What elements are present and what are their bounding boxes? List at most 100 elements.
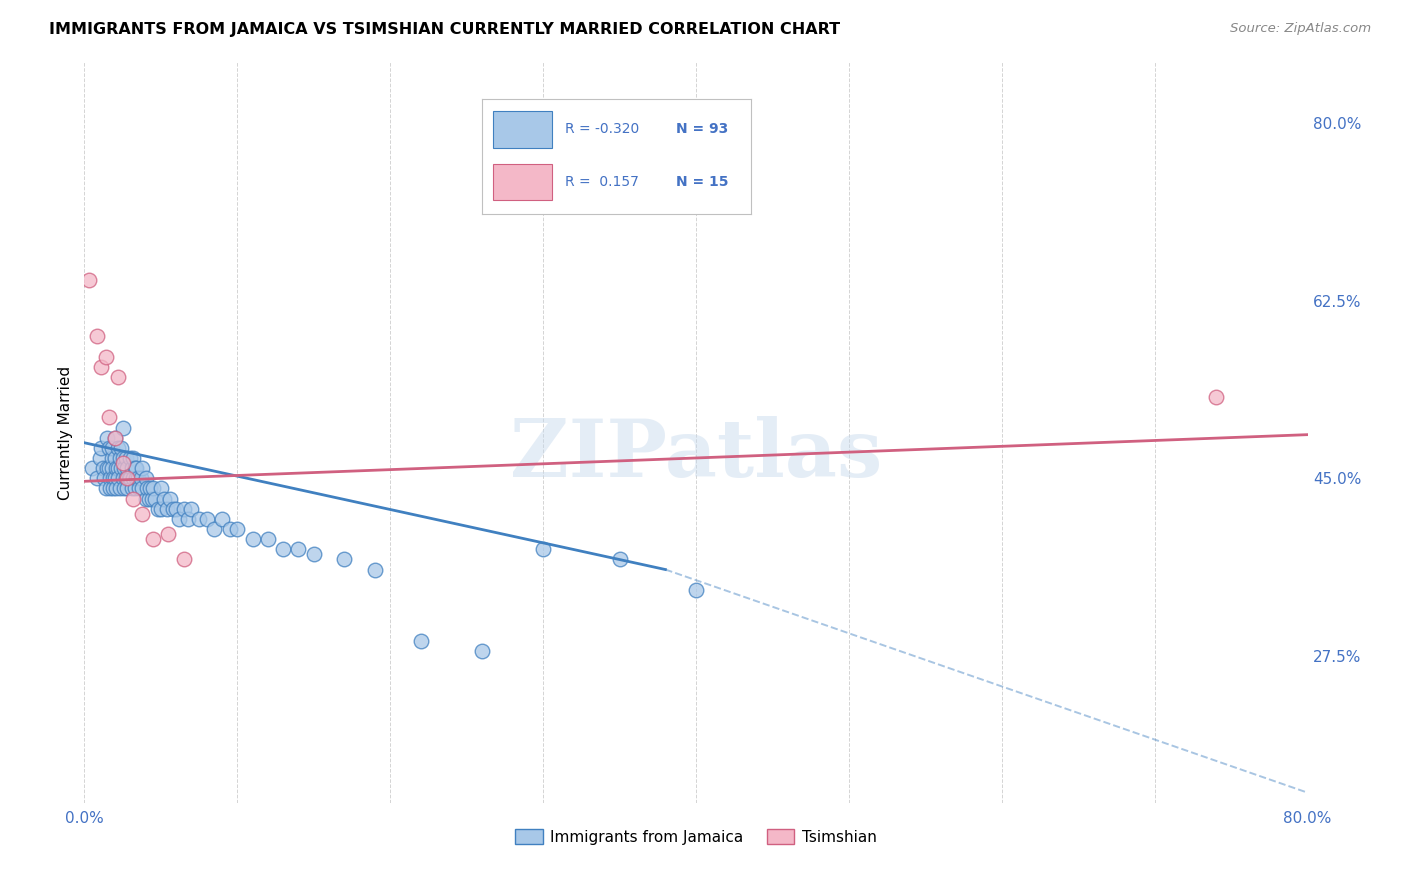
- Point: [202, 522, 225, 536]
- Point: [93, 471, 115, 485]
- Point: [142, 482, 165, 496]
- Point: [86, 471, 108, 485]
- Point: [1205, 390, 1227, 404]
- Point: [91, 461, 114, 475]
- Point: [531, 542, 554, 557]
- Point: [101, 441, 124, 455]
- Point: [104, 450, 127, 465]
- Point: [110, 441, 132, 455]
- Point: [122, 471, 145, 485]
- Point: [98, 471, 121, 485]
- Point: [110, 461, 132, 475]
- Point: [115, 461, 138, 475]
- Point: [257, 532, 280, 546]
- Point: [105, 482, 128, 496]
- Point: [115, 482, 138, 496]
- Point: [195, 512, 218, 526]
- Point: [146, 501, 169, 516]
- Point: [107, 369, 129, 384]
- Point: [157, 527, 180, 541]
- Point: [242, 532, 264, 546]
- Point: [118, 471, 141, 485]
- Point: [120, 471, 142, 485]
- Point: [173, 552, 195, 566]
- Point: [101, 461, 124, 475]
- Point: [180, 501, 202, 516]
- Point: [114, 450, 136, 465]
- Point: [149, 501, 172, 516]
- Point: [124, 482, 146, 496]
- Point: [90, 441, 112, 455]
- Point: [136, 482, 159, 496]
- Point: [287, 542, 309, 557]
- Point: [124, 461, 146, 475]
- Point: [96, 431, 118, 445]
- Point: [97, 441, 120, 455]
- Point: [211, 512, 233, 526]
- Point: [97, 461, 120, 475]
- Point: [112, 461, 135, 475]
- Point: [139, 482, 162, 496]
- Point: [177, 512, 200, 526]
- Point: [162, 501, 184, 516]
- Point: [165, 501, 187, 516]
- Point: [94, 350, 117, 364]
- Point: [120, 450, 142, 465]
- Point: [111, 420, 134, 434]
- Point: [107, 461, 129, 475]
- Point: [80, 461, 103, 475]
- Point: [143, 491, 166, 506]
- Text: IMMIGRANTS FROM JAMAICA VS TSIMSHIAN CURRENTLY MARRIED CORRELATION CHART: IMMIGRANTS FROM JAMAICA VS TSIMSHIAN CUR…: [49, 22, 841, 37]
- Point: [108, 450, 131, 465]
- Point: [104, 431, 127, 445]
- Point: [127, 471, 149, 485]
- Point: [98, 482, 121, 496]
- Point: [115, 471, 138, 485]
- Point: [122, 491, 145, 506]
- Point: [111, 471, 134, 485]
- Point: [173, 501, 195, 516]
- Point: [103, 482, 125, 496]
- Point: [125, 461, 148, 475]
- Point: [90, 359, 112, 374]
- Point: [107, 471, 129, 485]
- Point: [77, 273, 100, 287]
- Point: [131, 507, 153, 521]
- Point: [89, 450, 111, 465]
- Point: [685, 582, 707, 597]
- Point: [104, 471, 127, 485]
- Point: [111, 450, 134, 465]
- Point: [97, 410, 120, 425]
- Point: [94, 482, 117, 496]
- Point: [104, 431, 127, 445]
- Point: [86, 329, 108, 343]
- Point: [333, 552, 356, 566]
- Legend: Immigrants from Jamaica, Tsimshian: Immigrants from Jamaica, Tsimshian: [509, 822, 883, 851]
- Point: [609, 552, 631, 566]
- Point: [121, 461, 143, 475]
- Point: [101, 450, 124, 465]
- Point: [226, 522, 249, 536]
- Point: [125, 471, 148, 485]
- Point: [114, 471, 136, 485]
- Point: [105, 461, 128, 475]
- Point: [218, 522, 240, 536]
- Point: [121, 482, 143, 496]
- Point: [135, 471, 157, 485]
- Point: [111, 456, 134, 470]
- Point: [188, 512, 211, 526]
- Y-axis label: Currently Married: Currently Married: [58, 366, 73, 500]
- Point: [167, 512, 190, 526]
- Text: ZIPatlas: ZIPatlas: [510, 416, 882, 494]
- Point: [131, 461, 153, 475]
- Text: Source: ZipAtlas.com: Source: ZipAtlas.com: [1230, 22, 1371, 36]
- Point: [409, 633, 432, 648]
- Point: [128, 482, 150, 496]
- Point: [364, 562, 387, 576]
- Point: [149, 482, 172, 496]
- Point: [141, 491, 163, 506]
- Point: [108, 482, 131, 496]
- Point: [138, 491, 160, 506]
- Point: [142, 532, 165, 546]
- Point: [112, 482, 135, 496]
